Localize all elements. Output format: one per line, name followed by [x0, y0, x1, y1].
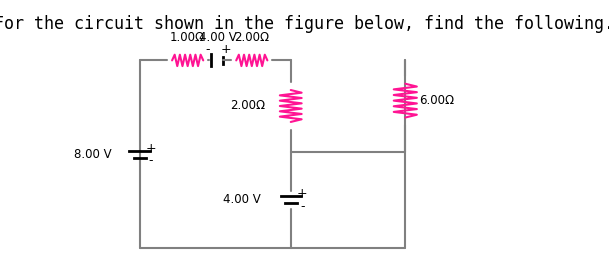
- Text: For the circuit shown in the figure below, find the following.: For the circuit shown in the figure belo…: [0, 15, 609, 33]
- Text: 6.00Ω: 6.00Ω: [419, 94, 454, 107]
- Text: -: -: [149, 154, 153, 167]
- Text: 4.00 V: 4.00 V: [224, 193, 261, 207]
- Text: +: +: [220, 43, 231, 56]
- Text: 2.00Ω: 2.00Ω: [230, 99, 266, 112]
- Text: +: +: [297, 187, 308, 200]
- Text: +: +: [146, 142, 157, 155]
- Text: -: -: [300, 199, 304, 212]
- Text: 2.00Ω: 2.00Ω: [234, 31, 269, 44]
- Text: 8.00 V: 8.00 V: [74, 148, 112, 161]
- Text: 1.00Ω: 1.00Ω: [170, 31, 205, 44]
- Text: 4.00 V: 4.00 V: [199, 31, 236, 44]
- Text: -: -: [205, 43, 209, 56]
